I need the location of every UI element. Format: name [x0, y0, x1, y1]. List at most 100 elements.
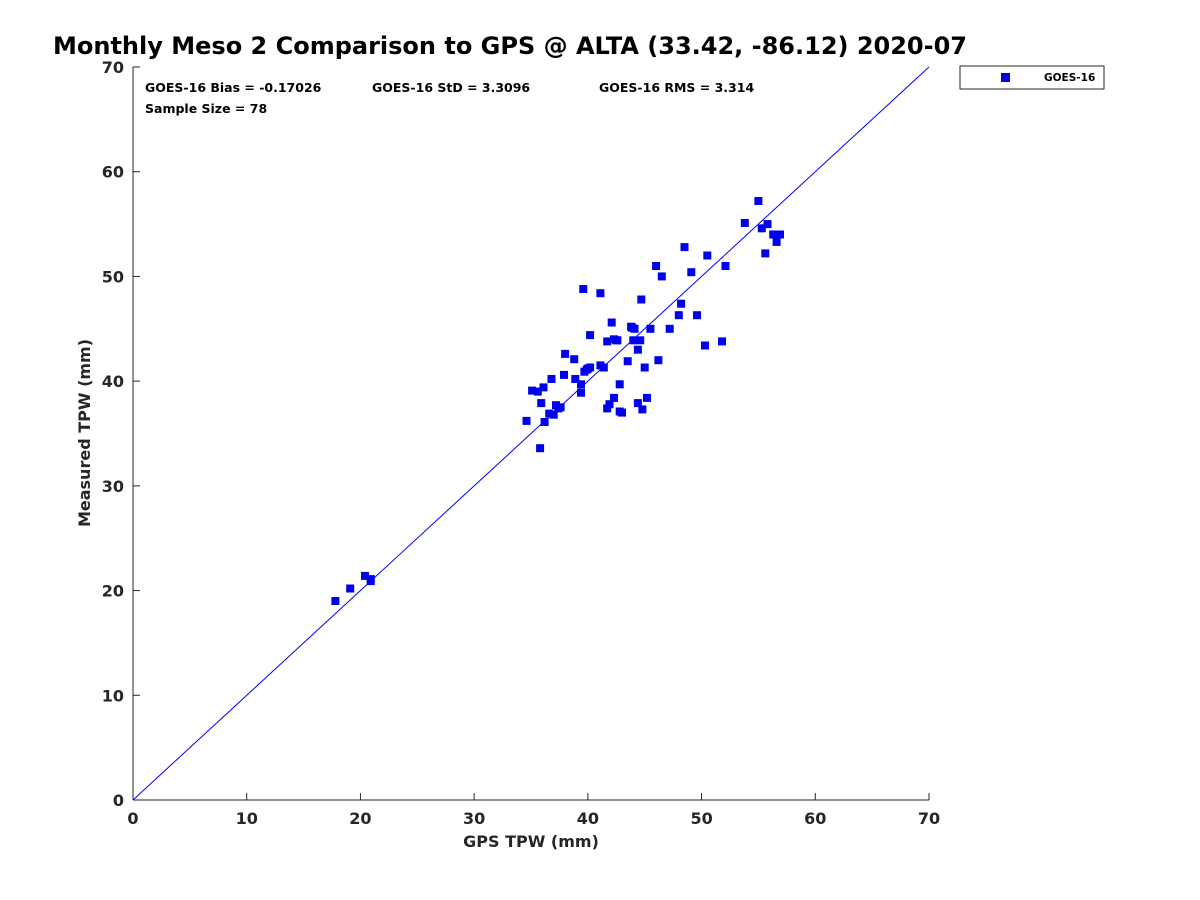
data-point [579, 285, 588, 293]
data-point [763, 220, 772, 229]
y-axis-label: Measured TPW (mm) [75, 339, 94, 527]
data-point [628, 323, 637, 332]
data-point [633, 399, 642, 408]
data-point [637, 295, 646, 304]
data-point [539, 383, 548, 392]
data-point [536, 444, 545, 453]
x-tick-label: 60 [804, 809, 826, 828]
x-axis-label: GPS TPW (mm) [463, 832, 599, 851]
legend-box [959, 65, 1105, 90]
data-point [665, 324, 674, 333]
data-point [561, 349, 570, 358]
data-point [701, 341, 709, 350]
x-tick-label: 30 [463, 809, 485, 828]
data-point [556, 403, 565, 412]
data-point [607, 318, 616, 327]
data-point [769, 230, 778, 239]
data-point [693, 311, 701, 320]
x-tick-label: 50 [690, 809, 712, 828]
legend: GOES-16 [959, 65, 1105, 90]
data-point [654, 356, 663, 365]
x-tick-label: 0 [127, 809, 138, 828]
x-tick-label: 20 [349, 809, 371, 828]
data-point [643, 393, 651, 402]
data-point [740, 219, 749, 227]
rms-annotation: GOES-16 RMS = 3.314 [599, 80, 754, 95]
data-point [366, 575, 375, 584]
data-point [537, 399, 546, 408]
data-point [603, 404, 612, 413]
y-tick-label: 0 [113, 791, 124, 810]
data-point [605, 400, 614, 409]
x-ticks-layer: 0 10 20 30 40 50 60 70 [127, 793, 940, 828]
plot-box [132, 67, 929, 801]
reference-line-layer [132, 66, 930, 801]
data-point [577, 388, 585, 397]
std-annotation: GOES-16 StD = 3.3096 [372, 80, 530, 95]
data-point [583, 364, 592, 373]
data-point [652, 262, 661, 270]
data-point [547, 375, 556, 383]
data-point [636, 336, 645, 345]
data-point [577, 380, 585, 389]
data-point [757, 224, 766, 233]
data-point [599, 363, 608, 372]
data-point [361, 571, 369, 580]
data-point [703, 251, 712, 260]
data-point [680, 243, 689, 252]
data-point [522, 416, 531, 425]
data-point [603, 337, 612, 346]
data-point [618, 408, 626, 417]
data-point [633, 345, 642, 354]
data-point [545, 409, 554, 418]
x-tick-label: 10 [236, 809, 258, 828]
sample-size-annotation: Sample Size = 78 [145, 101, 267, 116]
data-point [571, 375, 580, 383]
y-tick-label: 20 [102, 582, 124, 601]
bias-annotation: GOES-16 Bias = -0.17026 [145, 80, 322, 95]
data-point [586, 331, 595, 340]
y-tick-label: 70 [102, 58, 124, 77]
data-point [528, 386, 537, 395]
data-point [677, 299, 686, 308]
data-point [646, 324, 655, 333]
legend-marker [1001, 73, 1010, 82]
y-tick-label: 30 [102, 477, 124, 496]
data-point [549, 410, 558, 419]
data-point [610, 393, 618, 402]
data-point [674, 311, 683, 320]
data-point [687, 268, 696, 277]
data-point [772, 237, 781, 246]
data-point [776, 230, 784, 239]
one-to-one-line [132, 66, 930, 801]
x-tick-label: 70 [918, 809, 940, 828]
legend-label: GOES-16 [1044, 72, 1095, 84]
data-point [623, 357, 632, 366]
y-ticks-layer: 0 10 20 30 40 50 60 70 [102, 58, 140, 810]
y-tick-label: 10 [102, 686, 124, 705]
data-point [596, 289, 605, 298]
data-point [638, 405, 647, 414]
data-point [718, 337, 726, 346]
data-point [331, 597, 340, 605]
y-tick-label: 40 [102, 372, 124, 391]
data-points-layer [331, 197, 784, 605]
x-tick-label: 40 [577, 809, 599, 828]
data-point [540, 418, 549, 426]
data-point [560, 370, 568, 379]
data-point [754, 197, 763, 205]
data-point [640, 363, 649, 372]
data-point [615, 380, 624, 389]
data-point [346, 584, 355, 593]
data-point [570, 355, 579, 364]
chart-title: Monthly Meso 2 Comparison to GPS @ ALTA … [53, 32, 967, 60]
data-point [721, 262, 730, 270]
data-point [533, 387, 542, 396]
data-point [629, 336, 638, 345]
data-point [761, 249, 770, 258]
data-point [657, 272, 666, 281]
data-point [613, 336, 622, 345]
y-tick-label: 50 [102, 267, 124, 286]
y-tick-label: 60 [102, 163, 124, 182]
